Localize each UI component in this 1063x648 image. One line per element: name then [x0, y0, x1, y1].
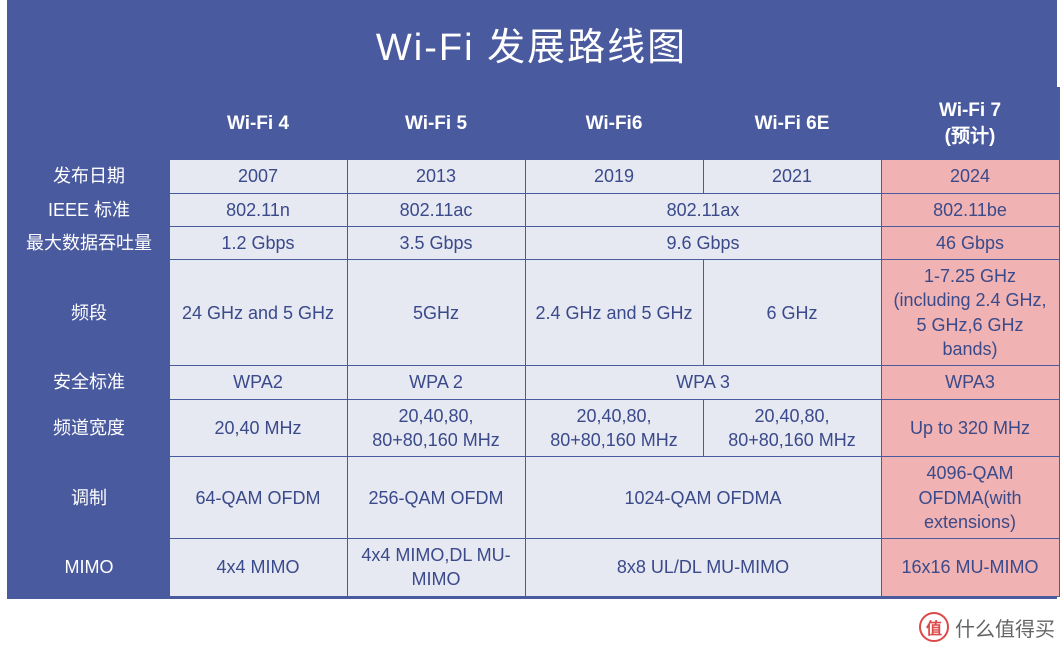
- data-cell: 802.11be: [881, 193, 1059, 226]
- row-label: 安全标准: [9, 366, 169, 399]
- table-row: IEEE 标准802.11n802.11ac802.11ax802.11be: [9, 193, 1059, 226]
- header-col: Wi-Fi6: [525, 88, 703, 160]
- data-cell: 20,40,80, 80+80,160 MHz: [347, 399, 525, 457]
- data-cell: 802.11ac: [347, 193, 525, 226]
- data-cell: 4x4 MIMO,DL MU-MIMO: [347, 539, 525, 597]
- table-row: 调制64-QAM OFDM256-QAM OFDM1024-QAM OFDMA4…: [9, 457, 1059, 539]
- data-cell: 46 Gbps: [881, 226, 1059, 259]
- row-label: 频道宽度: [9, 399, 169, 457]
- watermark-badge-icon: 值: [919, 612, 949, 642]
- data-cell: 4096-QAM OFDMA(with extensions): [881, 457, 1059, 539]
- data-cell: 20,40,80, 80+80,160 MHz: [703, 399, 881, 457]
- table-row: 最大数据吞吐量1.2 Gbps3.5 Gbps9.6 Gbps46 Gbps: [9, 226, 1059, 259]
- table-row: 频道宽度20,40 MHz20,40,80, 80+80,160 MHz20,4…: [9, 399, 1059, 457]
- watermark: 值 什么值得买: [919, 612, 1055, 642]
- data-cell: 2013: [347, 160, 525, 193]
- wifi-roadmap-table: Wi-Fi 发展路线图 Wi-Fi 4Wi-Fi 5Wi-Fi6Wi-Fi 6E…: [7, 0, 1057, 599]
- data-cell: 256-QAM OFDM: [347, 457, 525, 539]
- data-cell: 2024: [881, 160, 1059, 193]
- data-cell: 2021: [703, 160, 881, 193]
- data-cell: 2.4 GHz and 5 GHz: [525, 260, 703, 366]
- data-cell: WPA 2: [347, 366, 525, 399]
- row-label: IEEE 标准: [9, 193, 169, 226]
- data-cell: 2019: [525, 160, 703, 193]
- watermark-text: 什么值得买: [955, 613, 1055, 642]
- row-label: MIMO: [9, 539, 169, 597]
- comparison-table: Wi-Fi 4Wi-Fi 5Wi-Fi6Wi-Fi 6EWi-Fi 7 (预计)…: [9, 87, 1060, 597]
- data-cell: WPA2: [169, 366, 347, 399]
- data-cell: 20,40 MHz: [169, 399, 347, 457]
- data-cell: 802.11ax: [525, 193, 881, 226]
- row-label: 调制: [9, 457, 169, 539]
- data-cell: 64-QAM OFDM: [169, 457, 347, 539]
- header-col: Wi-Fi 5: [347, 88, 525, 160]
- row-label: 频段: [9, 260, 169, 366]
- data-cell: 20,40,80, 80+80,160 MHz: [525, 399, 703, 457]
- table-row: MIMO4x4 MIMO4x4 MIMO,DL MU-MIMO8x8 UL/DL…: [9, 539, 1059, 597]
- table-row: 安全标准WPA2WPA 2WPA 3WPA3: [9, 366, 1059, 399]
- data-cell: 6 GHz: [703, 260, 881, 366]
- row-label: 发布日期: [9, 160, 169, 193]
- data-cell: 4x4 MIMO: [169, 539, 347, 597]
- table-title: Wi-Fi 发展路线图: [9, 2, 1055, 87]
- data-cell: 1-7.25 GHz (including 2.4 GHz, 5 GHz,6 G…: [881, 260, 1059, 366]
- data-cell: 1.2 Gbps: [169, 226, 347, 259]
- data-cell: 802.11n: [169, 193, 347, 226]
- table-header-row: Wi-Fi 4Wi-Fi 5Wi-Fi6Wi-Fi 6EWi-Fi 7 (预计): [9, 88, 1059, 160]
- header-col: Wi-Fi 6E: [703, 88, 881, 160]
- header-col: Wi-Fi 4: [169, 88, 347, 160]
- data-cell: WPA 3: [525, 366, 881, 399]
- data-cell: 2007: [169, 160, 347, 193]
- data-cell: 8x8 UL/DL MU-MIMO: [525, 539, 881, 597]
- row-label: 最大数据吞吐量: [9, 226, 169, 259]
- table-row: 发布日期20072013201920212024: [9, 160, 1059, 193]
- data-cell: 3.5 Gbps: [347, 226, 525, 259]
- data-cell: 16x16 MU-MIMO: [881, 539, 1059, 597]
- data-cell: 24 GHz and 5 GHz: [169, 260, 347, 366]
- data-cell: 5GHz: [347, 260, 525, 366]
- data-cell: Up to 320 MHz: [881, 399, 1059, 457]
- data-cell: 9.6 Gbps: [525, 226, 881, 259]
- header-col: Wi-Fi 7 (预计): [881, 88, 1059, 160]
- table-row: 频段24 GHz and 5 GHz5GHz2.4 GHz and 5 GHz6…: [9, 260, 1059, 366]
- data-cell: WPA3: [881, 366, 1059, 399]
- data-cell: 1024-QAM OFDMA: [525, 457, 881, 539]
- header-blank: [9, 88, 169, 160]
